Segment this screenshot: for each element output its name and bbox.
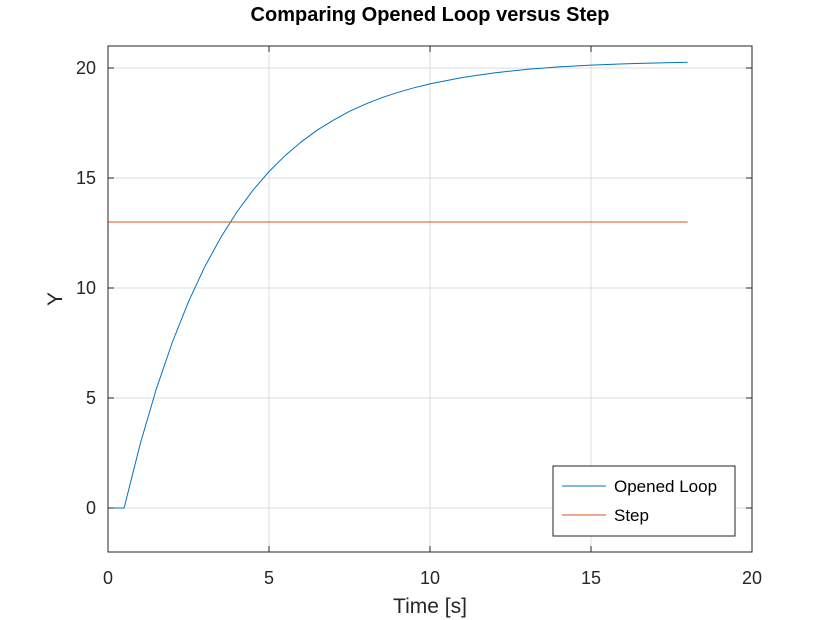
y-tick-label: 5 [86, 388, 96, 408]
legend-box [552, 465, 736, 537]
x-tick-label: 5 [264, 568, 274, 588]
y-tick-label: 15 [76, 168, 96, 188]
y-tick-label: 10 [76, 278, 96, 298]
x-tick-label: 10 [420, 568, 440, 588]
legend-label-2: Step [614, 506, 649, 525]
legend-label-1: Opened Loop [614, 477, 717, 496]
x-tick-label: 15 [581, 568, 601, 588]
x-tick-label: 20 [742, 568, 762, 588]
y-axis-label: Y [44, 292, 67, 306]
chart-title: Comparing Opened Loop versus Step [251, 4, 610, 26]
x-tick-label: 0 [103, 568, 113, 588]
axis-ticks: 0 5 10 15 20 0 5 10 15 20 [76, 46, 762, 588]
legend: Opened Loop Step [552, 465, 736, 537]
series-layer [108, 61, 688, 509]
y-tick-label: 20 [76, 58, 96, 78]
y-tick-label: 0 [86, 498, 96, 518]
series-line-1 [108, 61, 688, 509]
x-axis-label: Time [s] [393, 595, 467, 618]
